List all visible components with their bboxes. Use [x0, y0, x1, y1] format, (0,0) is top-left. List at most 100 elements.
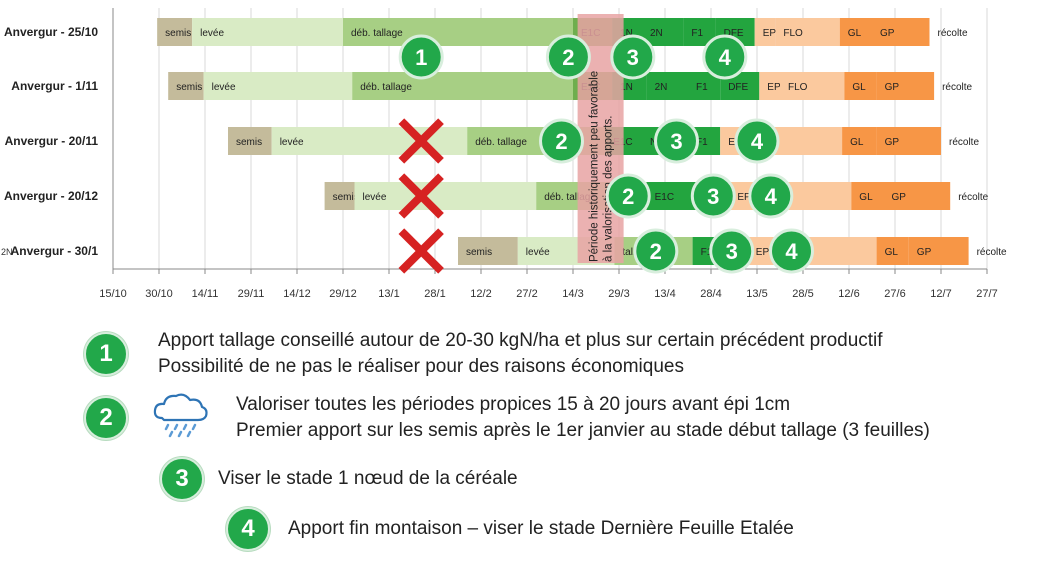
step-marker-label: 3: [707, 184, 719, 209]
stage-bar: [851, 182, 884, 210]
step-marker-label: 2: [622, 184, 634, 209]
stage-bar: [754, 18, 776, 46]
legend-1-line-1: Apport tallage conseillé autour de 20-30…: [158, 330, 883, 351]
legend-2-line-1: Valoriser toutes les périodes propices 1…: [236, 394, 791, 415]
step-2-badge: 2: [84, 396, 128, 440]
x-tick-label: 12/2: [470, 288, 491, 300]
legend-4-line-1: Apport fin montaison – viser le stade De…: [288, 518, 794, 539]
stage-bar: [876, 127, 941, 155]
stage-bar: [876, 237, 909, 265]
stage-label: F1: [696, 137, 708, 148]
x-tick-label: 14/12: [283, 288, 311, 300]
x-tick-label: 14/3: [562, 288, 583, 300]
stage-bar: [872, 18, 930, 46]
step-marker: [690, 173, 736, 219]
stage-label: F1: [691, 28, 703, 39]
stage-label: FLO: [788, 82, 808, 93]
stage-label: GP: [885, 82, 900, 93]
stage-label: 2N: [655, 82, 668, 93]
gantt-chart: 15/10 30/10 14/11 29/11 14/12 29/12 13/1 28/1 12…: [1, 8, 1007, 300]
stage-bar: [883, 182, 951, 210]
stage-label: EPI: [737, 192, 753, 203]
stage-label: N: [650, 137, 657, 148]
stage-label: levée: [526, 247, 550, 258]
stage-label: semis: [333, 192, 359, 203]
legend-item-2: 2 Valoriser toutes les périodes propices…: [84, 392, 930, 444]
stage-bar: [354, 182, 537, 210]
stage-label: récolte: [942, 82, 972, 93]
stage-label: semis: [176, 82, 202, 93]
step-marker: [398, 34, 444, 80]
stage-label: GP: [892, 192, 907, 203]
stage-label: E1C: [655, 192, 674, 203]
stage-label: levée: [200, 28, 224, 39]
stage-label: semis: [466, 247, 492, 258]
step-marker-label: 1: [415, 45, 427, 70]
stage-label: déb. tallage: [360, 82, 412, 93]
stage-bar: [775, 18, 840, 46]
stage-label: GL: [885, 247, 899, 258]
step-marker: [769, 228, 814, 274]
stage-label: 1N: [620, 28, 633, 39]
stage-bar: [908, 237, 969, 265]
row-label: Anvergur - 25/10: [4, 25, 98, 39]
stage-bar: [646, 72, 688, 100]
x-tick-label: 27/2: [516, 288, 537, 300]
stage-label: récolte: [958, 192, 988, 203]
stage-label: FLO: [783, 28, 803, 39]
stage-bar: [203, 72, 353, 100]
step-marker-label: 2: [562, 45, 574, 70]
stage-bar: [192, 18, 343, 46]
x-tick-label: 13/1: [378, 288, 399, 300]
step-marker-label: 4: [765, 184, 778, 209]
stage-label: GP: [885, 137, 900, 148]
step-marker: [605, 173, 651, 219]
stage-label: F1: [696, 82, 708, 93]
stage-label: semis: [236, 137, 262, 148]
stage-label: déb. tallage: [351, 28, 403, 39]
x-tick-label: 28/5: [792, 288, 813, 300]
step-marker: [709, 228, 755, 274]
stage-bar: [842, 127, 877, 155]
stage-label: semis: [165, 28, 191, 39]
stage-label: GL: [859, 192, 873, 203]
stage-bar: [343, 18, 573, 46]
stage-bar: [352, 72, 573, 100]
row-label: Anvergur - 20/12: [4, 189, 98, 203]
step-marker-label: 2: [650, 239, 662, 264]
step-marker-label: 3: [726, 239, 738, 264]
stage-label: déb. tallage: [544, 192, 596, 203]
x-tick-label: 13/4: [654, 288, 675, 300]
step-marker: [633, 228, 679, 274]
stage-bar: [839, 18, 872, 46]
x-tick-label: 29/11: [238, 288, 265, 300]
cross-icon: [398, 173, 444, 219]
cross-icon: [398, 228, 444, 274]
stage-label: levée: [212, 82, 236, 93]
stage-bar: [780, 72, 845, 100]
stage-label: GP: [917, 247, 932, 258]
stage-label: EPI: [763, 28, 779, 39]
stage-label: DFE: [728, 82, 748, 93]
step-marker-label: 4: [719, 45, 732, 70]
x-tick-label: 29/12: [329, 288, 357, 300]
stage-label: EPI: [767, 82, 783, 93]
x-tick-label: 15/10: [99, 288, 127, 300]
stage-label: 1N: [620, 82, 633, 93]
step-marker-label: 2: [555, 129, 567, 154]
legend-item-1: 1 Apport tallage conseillé autour de 20-…: [84, 328, 883, 380]
stage-bar: [646, 182, 688, 210]
stage-label: 2N: [650, 28, 663, 39]
legend-item-4: 4 Apport fin montaison – viser le stade …: [226, 507, 794, 551]
stage-label: récolte: [938, 28, 968, 39]
stage-label: GP: [880, 28, 895, 39]
stage-label: GL: [850, 137, 864, 148]
step-marker: [748, 173, 794, 219]
stage-bar: [228, 127, 272, 155]
x-tick-label: 28/4: [700, 288, 721, 300]
step-marker-label: 3: [670, 129, 682, 154]
row-prefix: 2N: [1, 247, 13, 257]
x-tick-label: 29/3: [608, 288, 629, 300]
stage-bar: [157, 18, 193, 46]
stage-label: GL: [852, 82, 866, 93]
